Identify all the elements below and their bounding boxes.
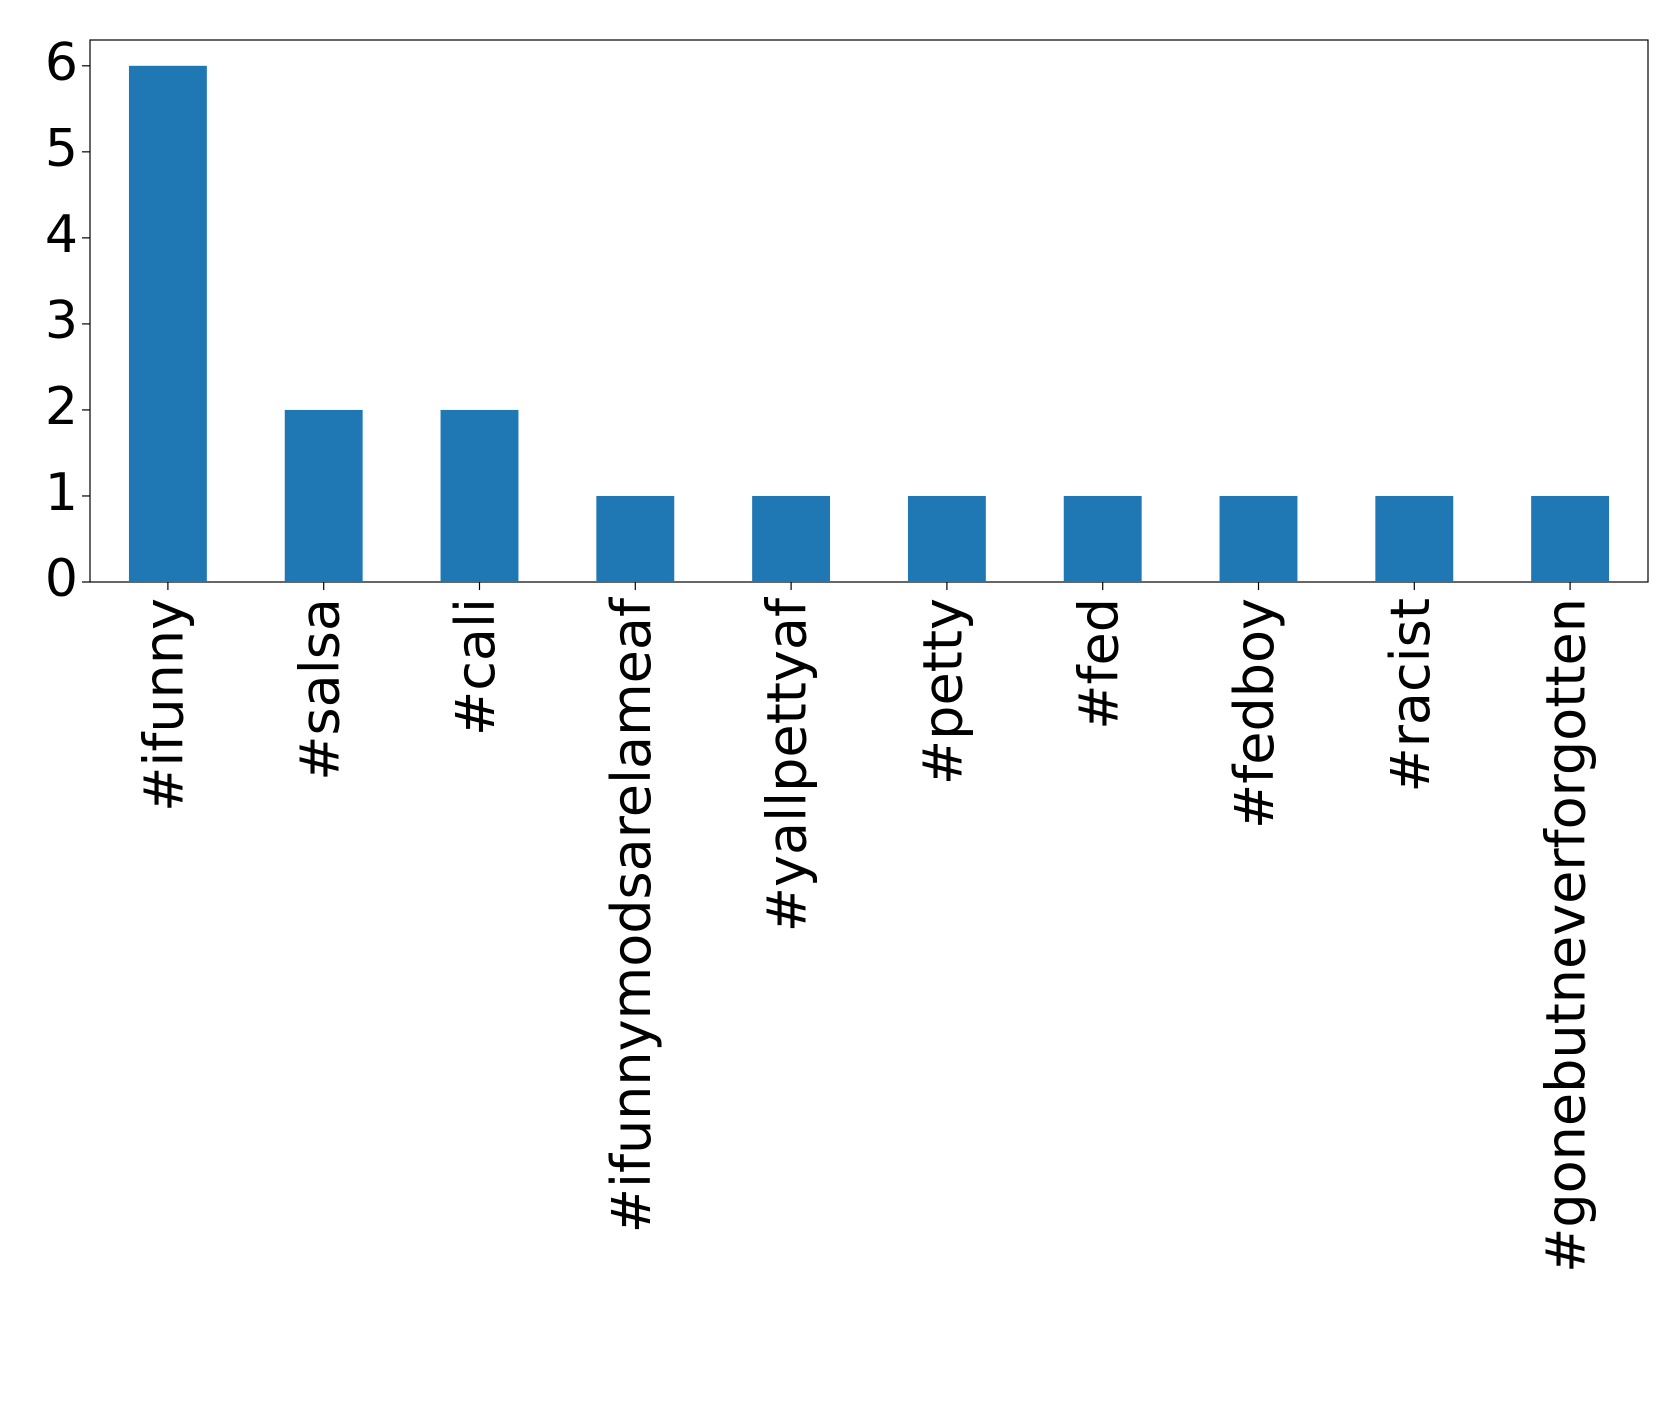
x-tick-label: #gonebutneverforgotten bbox=[1535, 598, 1598, 1273]
bar bbox=[1219, 495, 1298, 582]
x-tick-label: #ifunny bbox=[133, 598, 196, 812]
y-tick-label: 3 bbox=[45, 291, 78, 351]
y-tick-label: 1 bbox=[45, 463, 78, 523]
y-tick-label: 6 bbox=[45, 33, 78, 93]
bar bbox=[1531, 495, 1610, 582]
bar bbox=[284, 409, 363, 582]
bar bbox=[128, 65, 207, 583]
plot-frame bbox=[89, 39, 1649, 583]
y-tick-label: 5 bbox=[45, 119, 78, 179]
bar bbox=[440, 409, 519, 582]
bar bbox=[596, 495, 675, 582]
x-tick-label: #cali bbox=[444, 598, 507, 736]
y-tick-label: 4 bbox=[45, 205, 78, 265]
x-tick-label: #ifunnymodsarelameaf bbox=[600, 596, 663, 1233]
bar bbox=[1063, 495, 1142, 582]
x-tick-label: #petty bbox=[912, 598, 975, 785]
y-tick-label: 2 bbox=[45, 377, 78, 437]
x-tick-label: #yallpettyaf bbox=[756, 596, 819, 932]
x-tick-label: #fed bbox=[1067, 598, 1130, 730]
x-tick-label: #racist bbox=[1379, 598, 1442, 793]
y-tick-label: 0 bbox=[45, 549, 78, 609]
bar bbox=[752, 495, 831, 582]
bar bbox=[907, 495, 986, 582]
bar bbox=[1375, 495, 1454, 582]
x-tick-label: #fedboy bbox=[1223, 598, 1286, 829]
x-tick-label: #salsa bbox=[288, 598, 351, 781]
